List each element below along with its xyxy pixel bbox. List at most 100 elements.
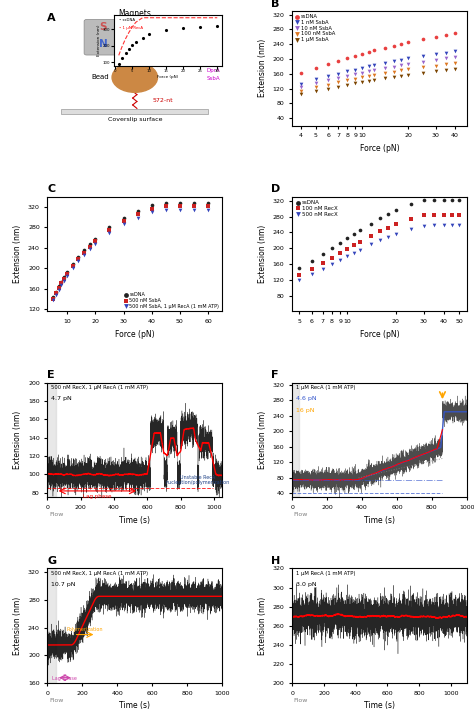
Point [58,278,65,289]
Point [190,197,198,209]
Point [371,74,378,86]
Point [365,75,373,87]
Y-axis label: Extension (nm): Extension (nm) [13,596,22,655]
Point [371,59,378,71]
Point [86,239,93,250]
Point [55,281,63,292]
Point [74,253,82,265]
Point [405,64,412,75]
Point [328,258,336,270]
X-axis label: Time (s): Time (s) [364,701,395,711]
Point [324,74,332,86]
Point [344,243,351,254]
Point [420,210,428,221]
Text: 16 pN: 16 pN [296,408,314,413]
Text: Flow: Flow [294,512,308,517]
Point [407,213,415,225]
Point [432,31,439,43]
Point [148,206,155,218]
Point [312,77,319,89]
Point [52,289,60,301]
Point [442,47,450,59]
Text: B: B [271,0,280,9]
Text: Bead: Bead [91,74,109,80]
Point [337,254,344,265]
Point [350,247,358,258]
Point [335,72,342,84]
Point [390,56,397,67]
Point [365,46,373,58]
Point [297,78,305,90]
Point [162,197,170,209]
Point [351,69,359,80]
Text: A: A [47,13,56,23]
Point [398,38,405,49]
Point [384,208,392,220]
X-axis label: Time (s): Time (s) [119,515,150,525]
Legend: ssDNA, 100 nM RecX, 500 nM RecX: ssDNA, 100 nM RecX, 500 nM RecX [295,200,338,218]
Point [351,50,359,61]
Point [312,85,319,97]
FancyBboxPatch shape [147,20,185,55]
Text: 10.7 pN: 10.7 pN [51,582,75,587]
Point [419,33,427,45]
Point [344,66,351,77]
Point [381,42,388,54]
Text: 500 nM RecX, 1 μM RecA (1 mM ATP): 500 nM RecX, 1 μM RecA (1 mM ATP) [51,385,148,390]
Point [432,48,439,60]
Point [358,62,366,74]
Point [176,200,184,212]
Point [52,286,60,297]
Text: Coverslip surface: Coverslip surface [108,117,162,121]
Point [455,194,463,205]
Point [61,271,68,283]
Text: 3.0 pN: 3.0 pN [296,582,316,587]
Point [204,204,212,215]
Legend: ssDNA, 500 nM SsbA, 500 nM SsbA, 1 μM RecA (1 mM ATP): ssDNA, 500 nM SsbA, 500 nM SsbA, 1 μM Re… [124,291,220,309]
Point [49,291,57,303]
Point [384,231,392,242]
Point [365,61,373,72]
Text: 500 nM RecX, 1 μM RecA (1 mM ATP): 500 nM RecX, 1 μM RecA (1 mM ATP) [51,570,148,576]
Point [91,238,99,249]
Point [162,204,170,215]
Point [337,237,344,249]
Point [440,210,447,221]
Point [335,55,342,67]
Point [419,61,427,73]
Y-axis label: Extension (nm): Extension (nm) [258,596,267,655]
Y-axis label: Extension (nm): Extension (nm) [13,225,22,283]
Text: 4.7 pN: 4.7 pN [51,396,72,401]
Point [405,36,412,48]
Text: N: N [99,39,108,49]
Point [312,74,319,85]
Text: 1 μM RecA (1 mM ATP): 1 μM RecA (1 mM ATP) [296,385,355,390]
Point [448,194,456,205]
Point [120,213,128,224]
Point [356,244,364,255]
Point [451,64,458,75]
Point [432,66,439,77]
Point [358,48,366,59]
Point [344,79,351,90]
Text: C: C [47,184,55,194]
Text: Flow: Flow [49,698,64,703]
Point [335,81,342,93]
Point [351,77,359,89]
Point [312,62,319,74]
Point [381,62,388,74]
Point [134,212,141,223]
Point [440,220,447,231]
Point [365,70,373,82]
FancyBboxPatch shape [84,20,123,55]
Point [371,69,378,81]
Point [390,66,397,77]
Point [297,85,305,97]
Text: SsbA: SsbA [207,76,220,81]
Point [381,67,388,79]
Point [442,59,450,70]
Point [308,263,316,275]
Point [442,53,450,64]
Point [442,29,450,40]
Point [356,236,364,247]
